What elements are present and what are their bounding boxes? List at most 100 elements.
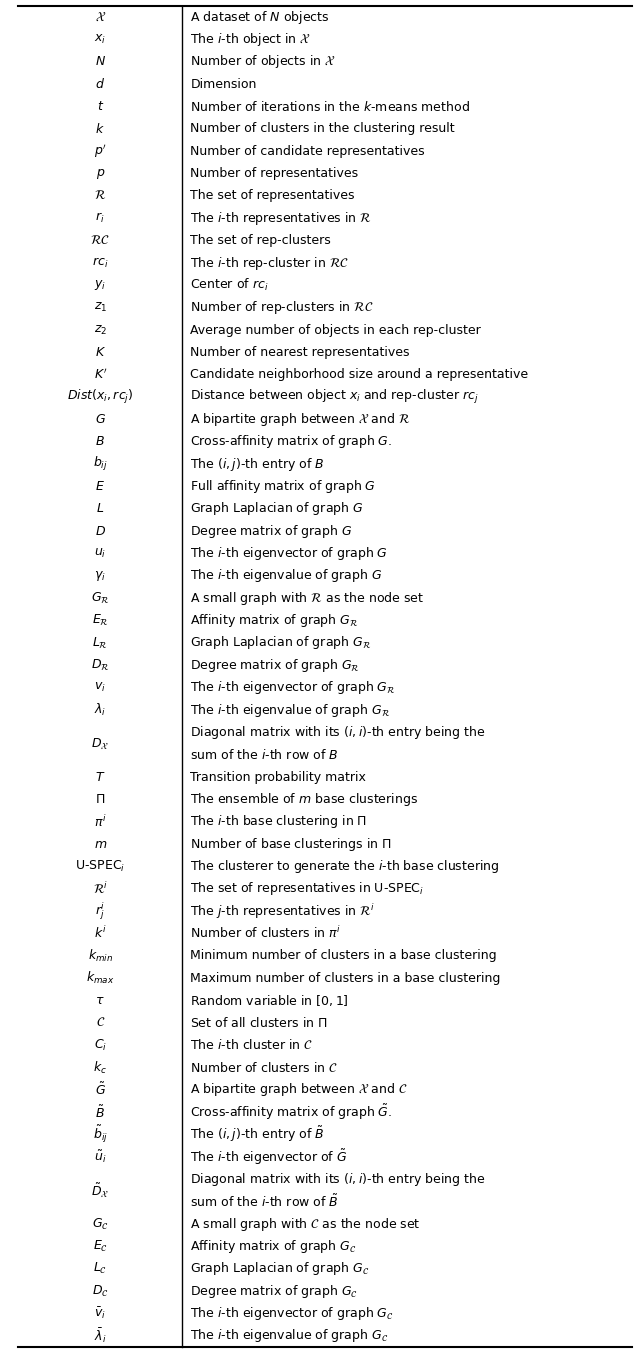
Text: Graph Laplacian of graph $G_{\mathcal{C}}$: Graph Laplacian of graph $G_{\mathcal{C}… (191, 1260, 370, 1277)
Text: $x_i$: $x_i$ (94, 32, 106, 46)
Text: The set of rep-clusters: The set of rep-clusters (191, 234, 331, 248)
Text: $\bar{v}_i$: $\bar{v}_i$ (94, 1306, 106, 1322)
Text: Average number of objects in each rep-cluster: Average number of objects in each rep-cl… (191, 323, 481, 337)
Text: sum of the $i$-th row of $B$: sum of the $i$-th row of $B$ (191, 748, 339, 762)
Text: The $i$-th eigenvector of graph $G_{\mathcal{C}}$: The $i$-th eigenvector of graph $G_{\mat… (191, 1306, 394, 1322)
Text: $d$: $d$ (95, 77, 105, 91)
Text: The ensemble of $m$ base clusterings: The ensemble of $m$ base clusterings (191, 792, 419, 808)
Text: The $i$-th rep-cluster in $\mathcal{RC}$: The $i$-th rep-cluster in $\mathcal{RC}$ (191, 254, 349, 272)
Text: Degree matrix of graph $G$: Degree matrix of graph $G$ (191, 522, 353, 540)
Text: $L_{\mathcal{R}}$: $L_{\mathcal{R}}$ (92, 636, 108, 651)
Text: $K$: $K$ (95, 346, 106, 359)
Text: The $i$-th representatives in $\mathcal{R}$: The $i$-th representatives in $\mathcal{… (191, 210, 372, 227)
Text: $\tilde{B}$: $\tilde{B}$ (95, 1104, 105, 1120)
Text: $G$: $G$ (95, 413, 106, 426)
Text: Degree matrix of graph $G_{\mathcal{R}}$: Degree matrix of graph $G_{\mathcal{R}}$ (191, 656, 360, 674)
Text: $D$: $D$ (95, 525, 106, 537)
Text: $\Pi$: $\Pi$ (95, 793, 106, 806)
Text: Random variable in $[0,1]$: Random variable in $[0,1]$ (191, 993, 349, 1008)
Text: $\mathcal{X}$: $\mathcal{X}$ (95, 11, 106, 23)
Text: $\pi^i$: $\pi^i$ (94, 813, 106, 829)
Text: $p$: $p$ (95, 166, 105, 180)
Text: Number of clusters in the clustering result: Number of clusters in the clustering res… (191, 122, 455, 135)
Text: $C_i$: $C_i$ (93, 1038, 107, 1053)
Text: $D_{\mathcal{R}}$: $D_{\mathcal{R}}$ (91, 658, 109, 672)
Text: $N$: $N$ (95, 55, 106, 69)
Text: A bipartite graph between $\mathcal{X}$ and $\mathcal{C}$: A bipartite graph between $\mathcal{X}$ … (191, 1081, 408, 1099)
Text: $\bar{\lambda}_i$: $\bar{\lambda}_i$ (94, 1326, 106, 1345)
Text: $D_{\mathcal{C}}$: $D_{\mathcal{C}}$ (92, 1284, 109, 1299)
Text: Candidate neighborhood size around a representative: Candidate neighborhood size around a rep… (191, 368, 529, 382)
Text: The $i$-th base clustering in $\Pi$: The $i$-th base clustering in $\Pi$ (191, 813, 367, 831)
Text: Full affinity matrix of graph $G$: Full affinity matrix of graph $G$ (191, 478, 376, 495)
Text: Affinity matrix of graph $G_{\mathcal{R}}$: Affinity matrix of graph $G_{\mathcal{R}… (191, 612, 359, 629)
Text: A small graph with $\mathcal{R}$ as the node set: A small graph with $\mathcal{R}$ as the … (191, 590, 424, 606)
Text: $k_{min}$: $k_{min}$ (88, 948, 113, 963)
Text: $r_j^i$: $r_j^i$ (95, 901, 106, 921)
Text: $L_{\mathcal{C}}$: $L_{\mathcal{C}}$ (93, 1261, 108, 1276)
Text: $\tilde{b}_{ij}$: $\tilde{b}_{ij}$ (93, 1124, 108, 1146)
Text: $b_{ij}$: $b_{ij}$ (93, 455, 108, 474)
Text: $\tilde{G}$: $\tilde{G}$ (95, 1082, 106, 1099)
Text: The $i$-th eigenvalue of graph $G_{\mathcal{R}}$: The $i$-th eigenvalue of graph $G_{\math… (191, 701, 390, 718)
Text: Number of rep-clusters in $\mathcal{RC}$: Number of rep-clusters in $\mathcal{RC}$ (191, 299, 374, 317)
Text: Number of candidate representatives: Number of candidate representatives (191, 145, 425, 158)
Text: U-SPEC$_i$: U-SPEC$_i$ (75, 859, 125, 874)
Text: Affinity matrix of graph $G_{\mathcal{C}}$: Affinity matrix of graph $G_{\mathcal{C}… (191, 1238, 357, 1256)
Text: The clusterer to generate the $i$-th base clustering: The clusterer to generate the $i$-th bas… (191, 858, 500, 875)
Text: Distance between object $x_i$ and rep-cluster $rc_j$: Distance between object $x_i$ and rep-cl… (191, 388, 479, 406)
Text: Center of $rc_i$: Center of $rc_i$ (191, 277, 269, 294)
Text: The $i$-th eigenvector of graph $G$: The $i$-th eigenvector of graph $G$ (191, 545, 388, 561)
Text: The set of representatives in U-SPEC$_i$: The set of representatives in U-SPEC$_i$ (191, 881, 424, 897)
Text: Number of clusters in $\mathcal{C}$: Number of clusters in $\mathcal{C}$ (191, 1061, 339, 1074)
Text: $r_i$: $r_i$ (95, 211, 105, 226)
Text: The $(i,j)$-th entry of $B$: The $(i,j)$-th entry of $B$ (191, 456, 325, 472)
Text: $m$: $m$ (93, 838, 107, 851)
Text: A dataset of $N$ objects: A dataset of $N$ objects (191, 8, 330, 26)
Text: $\mathcal{R}$: $\mathcal{R}$ (94, 189, 106, 203)
Text: $\gamma_i$: $\gamma_i$ (94, 568, 106, 583)
Text: Diagonal matrix with its $(i,i)$-th entry being the: Diagonal matrix with its $(i,i)$-th entr… (191, 1170, 486, 1188)
Text: Minimum number of clusters in a base clustering: Minimum number of clusters in a base clu… (191, 950, 497, 962)
Text: $K'$: $K'$ (93, 368, 107, 382)
Text: $y_i$: $y_i$ (94, 279, 106, 292)
Text: $\tilde{D}_{\mathcal{X}}$: $\tilde{D}_{\mathcal{X}}$ (91, 1181, 109, 1200)
Text: Maximum number of clusters in a base clustering: Maximum number of clusters in a base clu… (191, 971, 500, 985)
Text: Set of all clusters in $\Pi$: Set of all clusters in $\Pi$ (191, 1016, 328, 1030)
Text: $u_i$: $u_i$ (94, 547, 106, 560)
Text: $p'$: $p'$ (94, 142, 107, 160)
Text: $k$: $k$ (95, 122, 105, 135)
Text: Transition probability matrix: Transition probability matrix (191, 771, 366, 783)
Text: $k_{max}$: $k_{max}$ (86, 970, 115, 986)
Text: The $i$-th eigenvector of $\tilde{G}$: The $i$-th eigenvector of $\tilde{G}$ (191, 1147, 348, 1166)
Text: Dimension: Dimension (191, 77, 257, 91)
Text: $z_2$: $z_2$ (93, 323, 107, 337)
Text: Number of representatives: Number of representatives (191, 168, 358, 180)
Text: $T$: $T$ (95, 771, 106, 783)
Text: Cross-affinity matrix of graph $\tilde{G}$.: Cross-affinity matrix of graph $\tilde{G… (191, 1103, 393, 1122)
Text: $G_{\mathcal{R}}$: $G_{\mathcal{R}}$ (91, 591, 109, 606)
Text: sum of the $i$-th row of $\tilde{B}$: sum of the $i$-th row of $\tilde{B}$ (191, 1193, 339, 1210)
Text: $t$: $t$ (97, 100, 104, 114)
Text: $\mathcal{R}^i$: $\mathcal{R}^i$ (93, 881, 108, 897)
Text: $E_{\mathcal{R}}$: $E_{\mathcal{R}}$ (92, 613, 109, 628)
Text: The $i$-th eigenvector of graph $G_{\mathcal{R}}$: The $i$-th eigenvector of graph $G_{\mat… (191, 679, 396, 697)
Text: The $i$-th eigenvalue of graph $G_{\mathcal{C}}$: The $i$-th eigenvalue of graph $G_{\math… (191, 1327, 388, 1345)
Text: The $j$-th representatives in $\mathcal{R}^i$: The $j$-th representatives in $\mathcal{… (191, 901, 375, 920)
Text: The $i$-th cluster in $\mathcal{C}$: The $i$-th cluster in $\mathcal{C}$ (191, 1038, 314, 1053)
Text: $E_{\mathcal{C}}$: $E_{\mathcal{C}}$ (93, 1239, 108, 1254)
Text: $Dist(x_i, rc_j)$: $Dist(x_i, rc_j)$ (67, 388, 134, 406)
Text: Cross-affinity matrix of graph $G$.: Cross-affinity matrix of graph $G$. (191, 433, 393, 451)
Text: Diagonal matrix with its $(i,i)$-th entry being the: Diagonal matrix with its $(i,i)$-th entr… (191, 724, 486, 741)
Text: The set of representatives: The set of representatives (191, 189, 355, 203)
Text: Graph Laplacian of graph $G$: Graph Laplacian of graph $G$ (191, 501, 364, 517)
Text: Number of clusters in $\pi^i$: Number of clusters in $\pi^i$ (191, 925, 342, 942)
Text: $E$: $E$ (95, 480, 105, 492)
Text: Graph Laplacian of graph $G_{\mathcal{R}}$: Graph Laplacian of graph $G_{\mathcal{R}… (191, 635, 372, 652)
Text: A small graph with $\mathcal{C}$ as the node set: A small graph with $\mathcal{C}$ as the … (191, 1215, 421, 1233)
Text: $\mathcal{C}$: $\mathcal{C}$ (95, 1016, 105, 1030)
Text: A bipartite graph between $\mathcal{X}$ and $\mathcal{R}$: A bipartite graph between $\mathcal{X}$ … (191, 411, 411, 428)
Text: $\mathcal{RC}$: $\mathcal{RC}$ (90, 234, 110, 248)
Text: Number of base clusterings in $\Pi$: Number of base clusterings in $\Pi$ (191, 836, 392, 852)
Text: $B$: $B$ (95, 436, 105, 448)
